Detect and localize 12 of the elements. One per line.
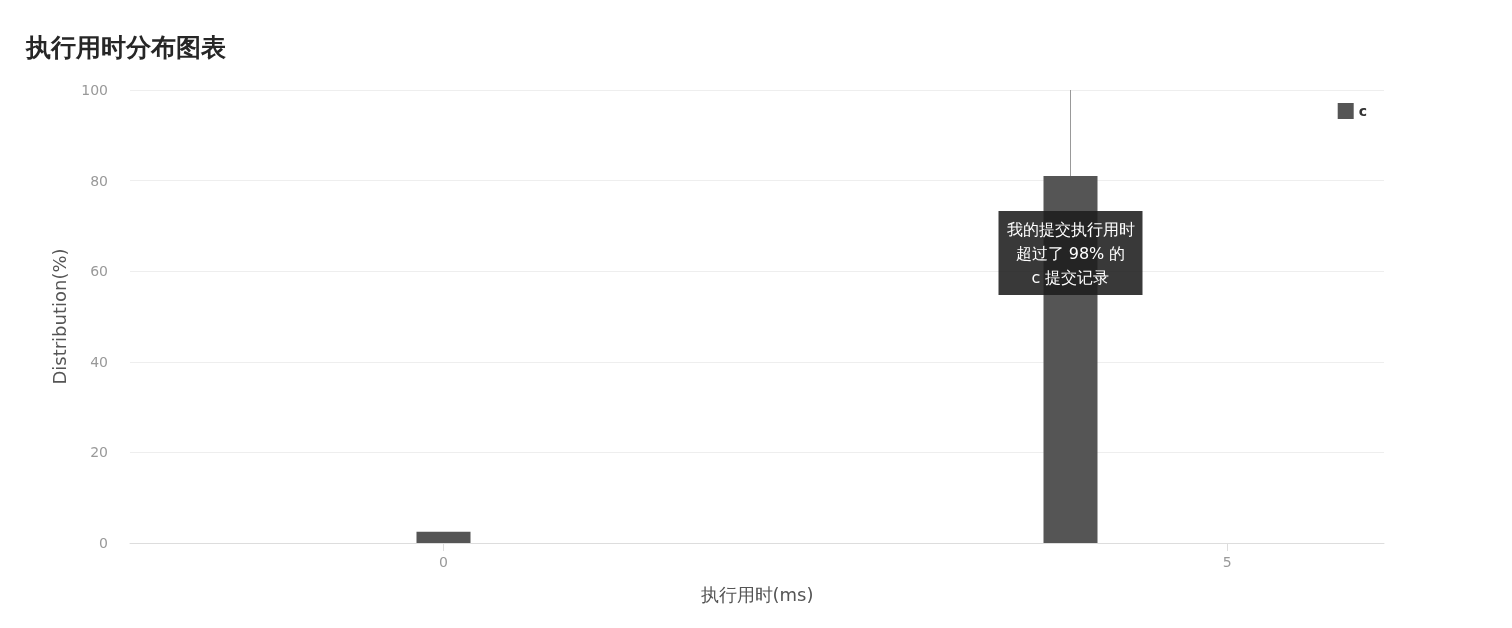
y-tick-label: 0 <box>99 535 108 551</box>
y-axis-title: Distribution(%) <box>48 248 70 385</box>
chart-title: 执行用时分布图表 <box>25 33 226 62</box>
annotation: 我的提交执行用时超过了 98% 的 c 提交记录 <box>1006 219 1135 287</box>
y-tick-label: 80 <box>90 172 108 189</box>
y-tick-label: 60 <box>90 263 108 280</box>
y-tick-label: 20 <box>90 444 108 461</box>
y-tick-label: 40 <box>90 353 108 370</box>
x-axis-title: 执行用时(ms) <box>700 583 814 605</box>
legend-label: c <box>1358 103 1368 119</box>
y-tick-label: 100 <box>81 82 108 98</box>
x-tick-label: 5 <box>1222 554 1232 570</box>
